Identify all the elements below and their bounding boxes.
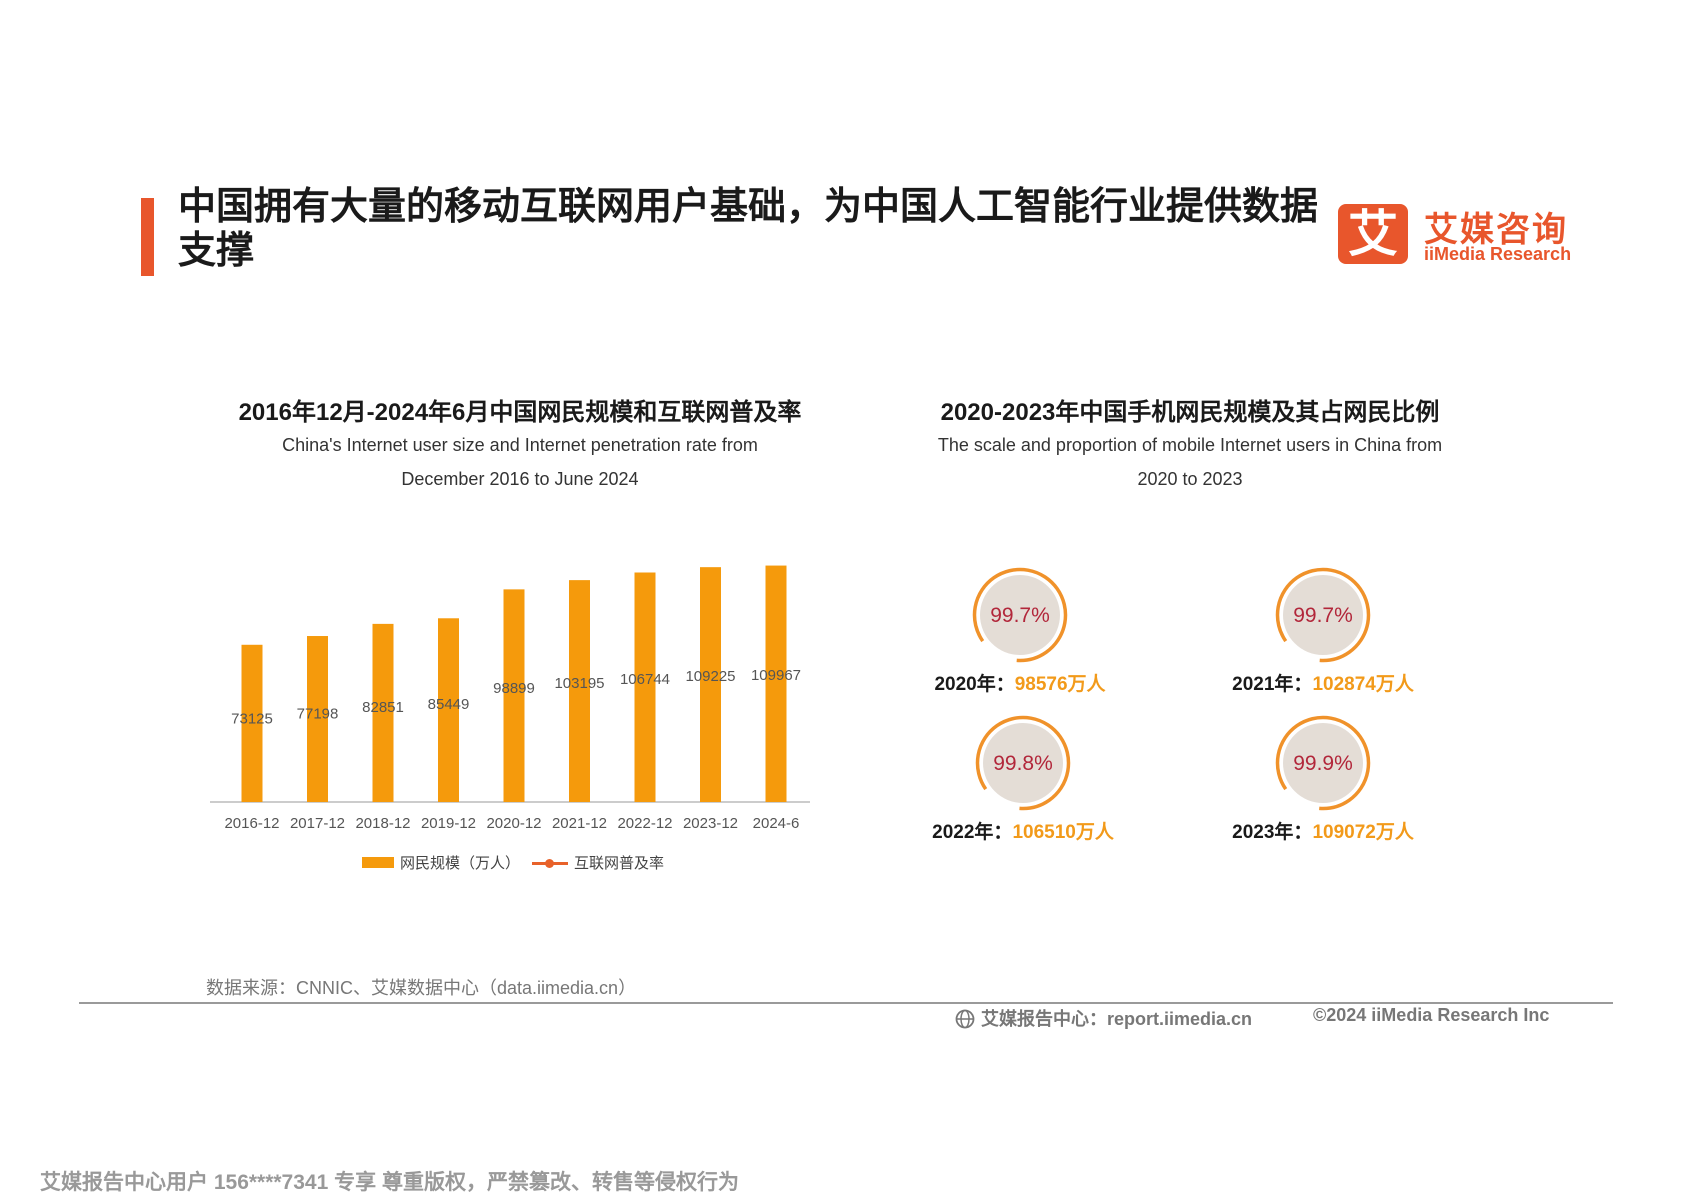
bar-2021-12 bbox=[569, 580, 590, 802]
x-tick-label: 2021-12 bbox=[552, 815, 607, 832]
ring-chart: 99.9% bbox=[1275, 715, 1371, 811]
ring-percent: 99.9% bbox=[1293, 752, 1353, 775]
ring-percent: 99.7% bbox=[990, 604, 1050, 627]
right-chart-title: 2020-2023年中国手机网民规模及其占网民比例 bbox=[940, 399, 1440, 426]
ring-fill bbox=[1283, 575, 1363, 655]
title-accent-bar bbox=[141, 198, 154, 276]
footer-divider bbox=[79, 1002, 1613, 1004]
bar-value-label: 85449 bbox=[428, 696, 470, 713]
ring-fill bbox=[1283, 723, 1363, 803]
bar-2022-12 bbox=[634, 572, 656, 802]
x-tick-label: 2017-12 bbox=[290, 815, 345, 832]
bar-value-label: 109967 bbox=[751, 667, 801, 684]
ring-fill bbox=[980, 575, 1060, 655]
ring-year: 2022年： bbox=[932, 822, 1013, 843]
iimedia-logo: 艾 艾媒咨询 iiMedia Research bbox=[1338, 202, 1598, 268]
right-chart-subtitle-1: The scale and proportion of mobile Inter… bbox=[937, 435, 1443, 455]
ring-caption: 2020年：98576万人 bbox=[905, 669, 1135, 696]
bar-value-label: 82851 bbox=[362, 699, 404, 716]
logo-en-text: iiMedia Research bbox=[1424, 244, 1572, 264]
ring-arc bbox=[972, 567, 1068, 663]
x-tick-label: 2023-12 bbox=[683, 815, 738, 832]
footer-site-text: 艾媒报告中心：report.iimedia.cn bbox=[981, 1009, 1253, 1029]
bar-2019-12 bbox=[438, 618, 459, 802]
data-source: 数据来源：CNNIC、艾媒数据中心（data.iimedia.cn） bbox=[206, 978, 637, 998]
x-tick-label: 2018-12 bbox=[355, 815, 410, 832]
x-tick-label: 2024-6 bbox=[753, 815, 800, 832]
bar-value-label: 77198 bbox=[297, 706, 339, 723]
ring-item-3: 99.9% 2023年：109072万人 bbox=[1208, 713, 1438, 844]
x-tick-label: 2022-12 bbox=[617, 815, 672, 832]
right-chart-subtitle-2: 2020 to 2023 bbox=[1137, 469, 1243, 489]
ring-caption: 2022年：106510万人 bbox=[908, 817, 1138, 844]
bar-value-label: 106744 bbox=[620, 671, 670, 688]
ring-chart: 99.8% bbox=[975, 715, 1071, 811]
bar-value-label: 109225 bbox=[685, 668, 735, 685]
bar-value-label: 98899 bbox=[493, 680, 535, 697]
globe-icon bbox=[955, 1009, 975, 1029]
bar-2024-6 bbox=[765, 565, 787, 802]
ring-item-1: 99.7% 2021年：102874万人 bbox=[1208, 565, 1438, 696]
logo-cn-text: 艾媒咨询 bbox=[1424, 211, 1568, 249]
ring-caption: 2023年：109072万人 bbox=[1208, 817, 1438, 844]
ring-caption: 2021年：102874万人 bbox=[1208, 669, 1438, 696]
ring-value: 106510万人 bbox=[1012, 822, 1114, 843]
page-title: 中国拥有大量的移动互联网用户基础，为中国人工智能行业提供数据支撑 bbox=[178, 186, 1319, 272]
bar-value-label: 103195 bbox=[554, 675, 604, 692]
bar-2020-12 bbox=[503, 589, 525, 802]
footer-copyright: ©2024 iiMedia Research Inc bbox=[1313, 1005, 1550, 1025]
x-tick-label: 2020-12 bbox=[486, 815, 541, 832]
ring-value: 102874万人 bbox=[1312, 674, 1414, 695]
ring-arc bbox=[975, 715, 1071, 811]
ring-chart: 99.7% bbox=[972, 567, 1068, 663]
ring-year: 2023年： bbox=[1232, 822, 1313, 843]
ring-value: 98576万人 bbox=[1014, 674, 1106, 695]
legend-bar-swatch bbox=[362, 857, 394, 868]
legend-line-swatch bbox=[532, 859, 568, 868]
ring-fill bbox=[983, 723, 1063, 803]
bar-2018-12 bbox=[372, 623, 394, 802]
x-tick-label: 2016-12 bbox=[224, 815, 279, 832]
footer-site: 艾媒报告中心：report.iimedia.cn bbox=[955, 1005, 1252, 1031]
legend-bar-label: 网民规模（万人） bbox=[400, 855, 521, 872]
bar-2017-12 bbox=[307, 636, 328, 802]
bar-value-label: 73125 bbox=[231, 711, 273, 728]
logo-mark: 艾 bbox=[1338, 204, 1408, 264]
x-tick-label: 2019-12 bbox=[421, 815, 476, 832]
ring-chart: 99.7% bbox=[1275, 567, 1371, 663]
bar-2023-12 bbox=[700, 567, 721, 802]
left-chart-subtitle-2: December 2016 to June 2024 bbox=[401, 469, 639, 489]
ring-item-0: 99.7% 2020年：98576万人 bbox=[905, 565, 1135, 696]
left-chart-subtitle-1: China's Internet user size and Internet … bbox=[282, 435, 758, 455]
bar-2016-12 bbox=[241, 644, 263, 802]
legend-line-label: 互联网普及率 bbox=[574, 855, 665, 872]
ring-value: 109072万人 bbox=[1312, 822, 1414, 843]
ring-item-2: 99.8% 2022年：106510万人 bbox=[908, 713, 1138, 844]
user-watermark: 艾媒报告中心用户 156****7341 专享 尊重版权，严禁篡改、转售等侵权行… bbox=[40, 1171, 739, 1194]
ring-year: 2020年： bbox=[934, 674, 1015, 695]
ring-year: 2021年： bbox=[1232, 674, 1313, 695]
ring-percent: 99.7% bbox=[1293, 604, 1353, 627]
ring-percent: 99.8% bbox=[993, 752, 1053, 775]
left-chart-title: 2016年12月-2024年6月中国网民规模和互联网普及率 bbox=[238, 399, 802, 426]
bar-line-chart: 73125 2016-12 77198 2017-12 82851 2018-12 8544… bbox=[210, 565, 810, 832]
